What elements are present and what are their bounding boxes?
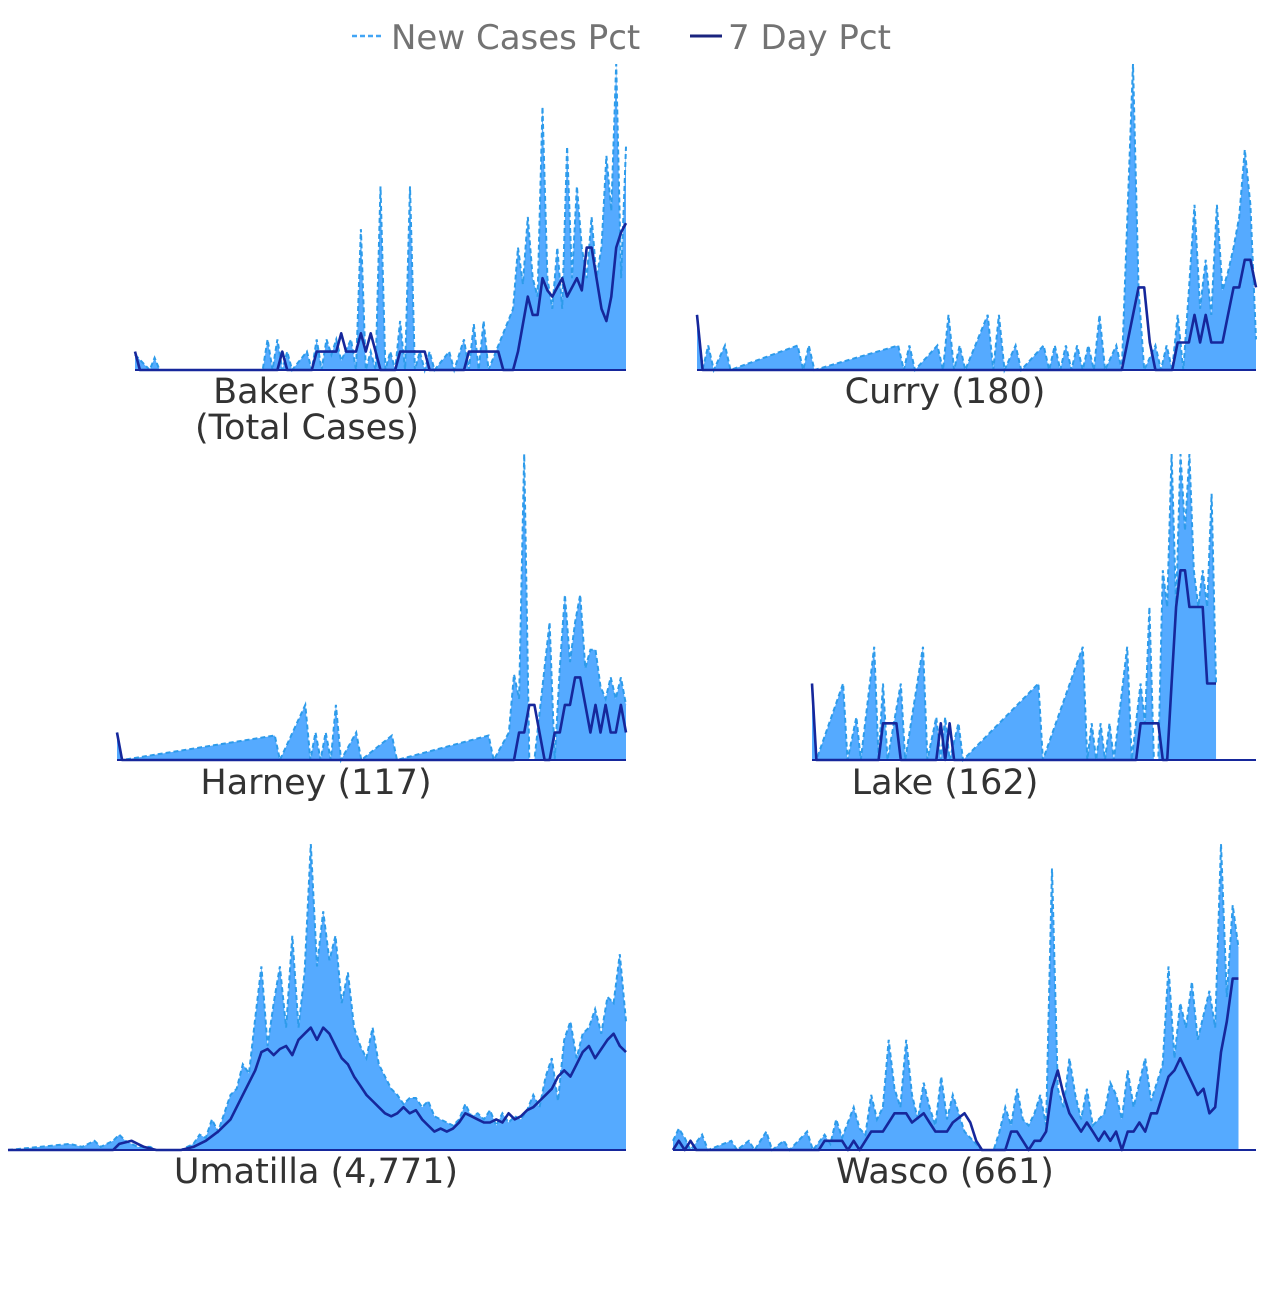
panel-baker: Baker (350)(Total Cases)	[133, 63, 628, 448]
seven-day-line-curry	[695, 258, 1258, 372]
new-cases-line-curry	[696, 63, 1257, 374]
panel-label-lake: Lake (162)	[852, 763, 1039, 803]
legend: New Cases Pct 7 Day Pct	[352, 18, 891, 58]
panel-lake: Lake (162)	[810, 453, 1256, 803]
new-cases-line-umatilla	[7, 843, 627, 1151]
new-cases-area-umatilla	[8, 844, 626, 1150]
new-cases-area-lake	[812, 454, 1217, 760]
new-cases-area-wasco	[673, 844, 1239, 1150]
seven-day-line-wasco	[671, 977, 1239, 1152]
panel-sublabel-baker: (Total Cases)	[195, 408, 419, 448]
seven-day-line-umatilla	[8, 1026, 627, 1152]
panel-harney: Harney (117)	[115, 453, 628, 803]
new-cases-area-harney	[117, 454, 626, 760]
panel-label-baker: Baker (350)	[213, 372, 419, 412]
panel-label-harney: Harney (117)	[200, 763, 431, 803]
new-cases-line-harney	[116, 453, 627, 764]
panel-curry: Curry (180)	[695, 63, 1258, 412]
new-cases-area-curry	[697, 64, 1256, 370]
panels: Baker (350)(Total Cases) Curry (180) Harne…	[7, 63, 1258, 1192]
seven-day-line-harney	[115, 676, 628, 762]
seven-day-line-baker	[133, 222, 628, 372]
panel-wasco: Wasco (661)	[671, 843, 1256, 1192]
panel-label-umatilla: Umatilla (4,771)	[174, 1152, 458, 1192]
legend-seven-day-label: 7 Day Pct	[728, 18, 891, 58]
seven-day-line-lake	[810, 569, 1216, 762]
new-cases-line-lake	[811, 453, 1217, 763]
legend-new-cases-label: New Cases Pct	[391, 18, 640, 58]
panel-label-curry: Curry (180)	[845, 372, 1046, 412]
panel-umatilla: Umatilla (4,771)	[7, 843, 627, 1192]
panel-label-wasco: Wasco (661)	[836, 1152, 1054, 1192]
